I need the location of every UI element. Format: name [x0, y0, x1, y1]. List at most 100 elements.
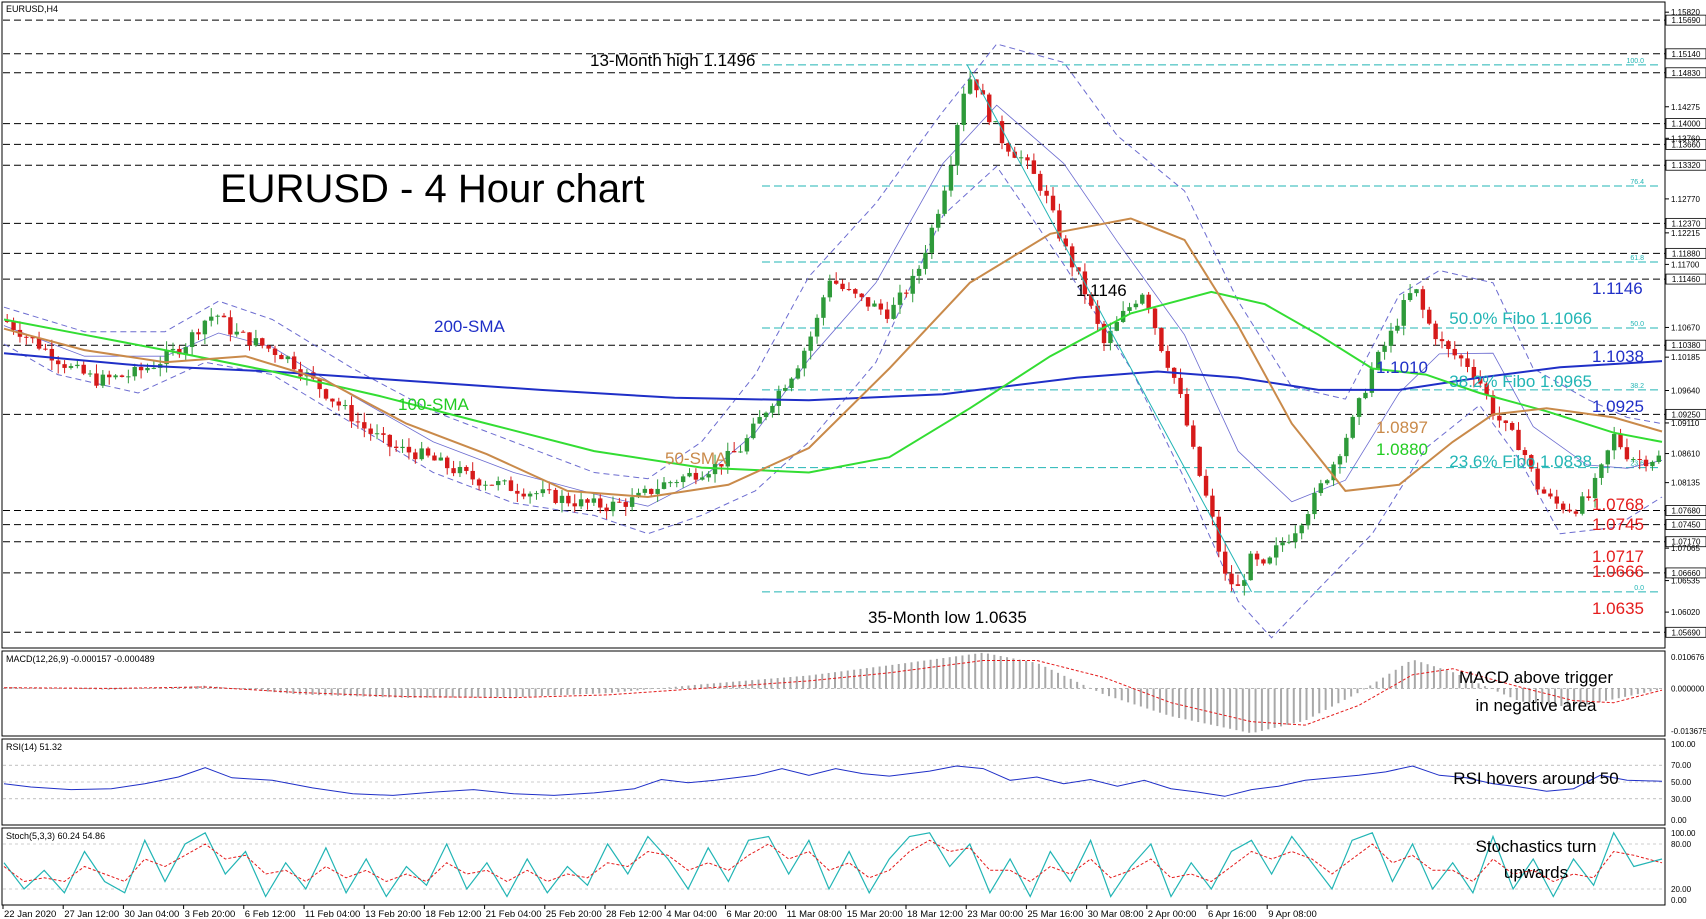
- candle-body: [1089, 294, 1094, 306]
- candle: [291, 351, 297, 374]
- level-tag-15: 1.05690: [1672, 628, 1701, 637]
- candle-body: [827, 280, 833, 298]
- candle-body: [967, 79, 973, 94]
- level-box-14: [1665, 567, 1706, 579]
- candle-body: [1057, 210, 1062, 239]
- candle-body: [1312, 493, 1317, 515]
- candle-body: [1541, 489, 1547, 494]
- level-tag-7: 1.11880: [1672, 249, 1701, 258]
- candle-body: [936, 213, 941, 228]
- candle: [617, 497, 622, 503]
- candle: [1446, 339, 1451, 358]
- candle-body: [189, 332, 195, 348]
- sma-line-0: [3, 352, 1663, 402]
- candle-body: [598, 498, 603, 508]
- candle: [757, 410, 762, 424]
- candle-body: [355, 421, 361, 423]
- candle-body: [661, 482, 667, 489]
- fibonacci-levels: 100.0 76.4 61.8 50.0 38.2 23.6 0.0: [762, 58, 1662, 593]
- macd-note-1: MACD above trigger: [1459, 668, 1613, 687]
- stoch-tick-2: 20.00: [1671, 885, 1692, 894]
- time-label-21: 9 Apr 08:00: [1268, 909, 1317, 919]
- level-tag-10: 1.09250: [1672, 410, 1701, 419]
- candle: [400, 439, 405, 453]
- price-axis: 1.15820 1.14275 1.13760 1.12770 1.12215 1.117…: [1665, 8, 1700, 617]
- level-box-13: [1665, 536, 1706, 548]
- rsi-tick-4: 0.00: [1671, 816, 1687, 825]
- rsi-header: RSI(14) 51.32: [6, 742, 62, 752]
- sma200-value: 1.1010: [1376, 358, 1428, 377]
- candle-body: [1203, 475, 1209, 496]
- candle-body: [215, 315, 220, 317]
- candle: [374, 424, 380, 440]
- candle-body: [1133, 303, 1139, 308]
- candle-body: [336, 401, 341, 406]
- candle: [1554, 489, 1559, 509]
- candle-body: [1401, 300, 1406, 326]
- candle-body: [228, 317, 233, 335]
- candle-body: [725, 450, 730, 467]
- candle-body: [566, 495, 571, 504]
- candle-body: [1605, 450, 1610, 465]
- candle-body: [604, 507, 609, 512]
- candle: [923, 245, 928, 275]
- price-tick-label-18: 1.09640: [1671, 387, 1700, 396]
- candle-body: [610, 501, 616, 512]
- candle-body: [1407, 293, 1413, 301]
- sma50-label: 50-SMA: [665, 449, 727, 468]
- candle-body: [56, 360, 61, 365]
- level-tag-1: 1.15140: [1672, 50, 1701, 59]
- level-box-2: [1665, 67, 1706, 79]
- sma-line-1: [3, 290, 1663, 474]
- macd-note-2: in negative area: [1476, 696, 1598, 715]
- candle-body: [1631, 459, 1636, 461]
- candle-body: [342, 405, 348, 407]
- candle-body: [1414, 289, 1419, 294]
- candle-body: [323, 389, 329, 399]
- time-label-6: 13 Feb 20:00: [365, 909, 421, 919]
- candle-body: [629, 497, 635, 507]
- candle: [655, 479, 660, 502]
- stoch-d-line: [3, 839, 1663, 883]
- candle: [336, 397, 341, 411]
- candle-body: [808, 336, 813, 351]
- candle-body: [1529, 455, 1534, 469]
- candle: [1567, 503, 1572, 513]
- candle-body: [1331, 464, 1336, 481]
- candle: [1165, 345, 1170, 372]
- candle-body: [413, 452, 418, 460]
- macd-signal-line: [3, 660, 1663, 726]
- candle: [629, 488, 635, 512]
- candle-body: [24, 336, 29, 338]
- candle: [1643, 455, 1649, 472]
- price-tick-label-28: 1.06535: [1671, 577, 1700, 586]
- candle-body: [1273, 545, 1279, 558]
- candle-body: [107, 374, 112, 378]
- candle: [1541, 486, 1547, 494]
- candle-body: [68, 366, 74, 368]
- sma-line-2: [3, 217, 1663, 499]
- candle-body: [680, 476, 686, 483]
- candle-body: [457, 466, 463, 474]
- candle: [502, 479, 507, 486]
- price-tick-label-20: 1.09110: [1671, 419, 1700, 428]
- candle: [553, 487, 558, 505]
- candle: [362, 412, 367, 438]
- support-label-5: 1.0635: [1592, 599, 1644, 618]
- candle: [1497, 406, 1502, 428]
- stochastic-indicator: 100.00 80.00 20.00 0.00: [3, 829, 1696, 905]
- candle: [687, 468, 692, 478]
- candle: [948, 156, 954, 197]
- candle-body: [1146, 294, 1151, 309]
- candle-body: [240, 331, 246, 333]
- candle-body: [266, 345, 271, 349]
- level-tag-4: 1.13660: [1672, 140, 1701, 149]
- candle-body: [1516, 429, 1521, 451]
- candle-body: [196, 332, 201, 335]
- candle: [132, 363, 137, 381]
- candle: [1025, 154, 1030, 170]
- candle: [1414, 288, 1419, 297]
- candle: [706, 471, 711, 482]
- candle-body: [993, 121, 998, 123]
- candle: [451, 460, 456, 477]
